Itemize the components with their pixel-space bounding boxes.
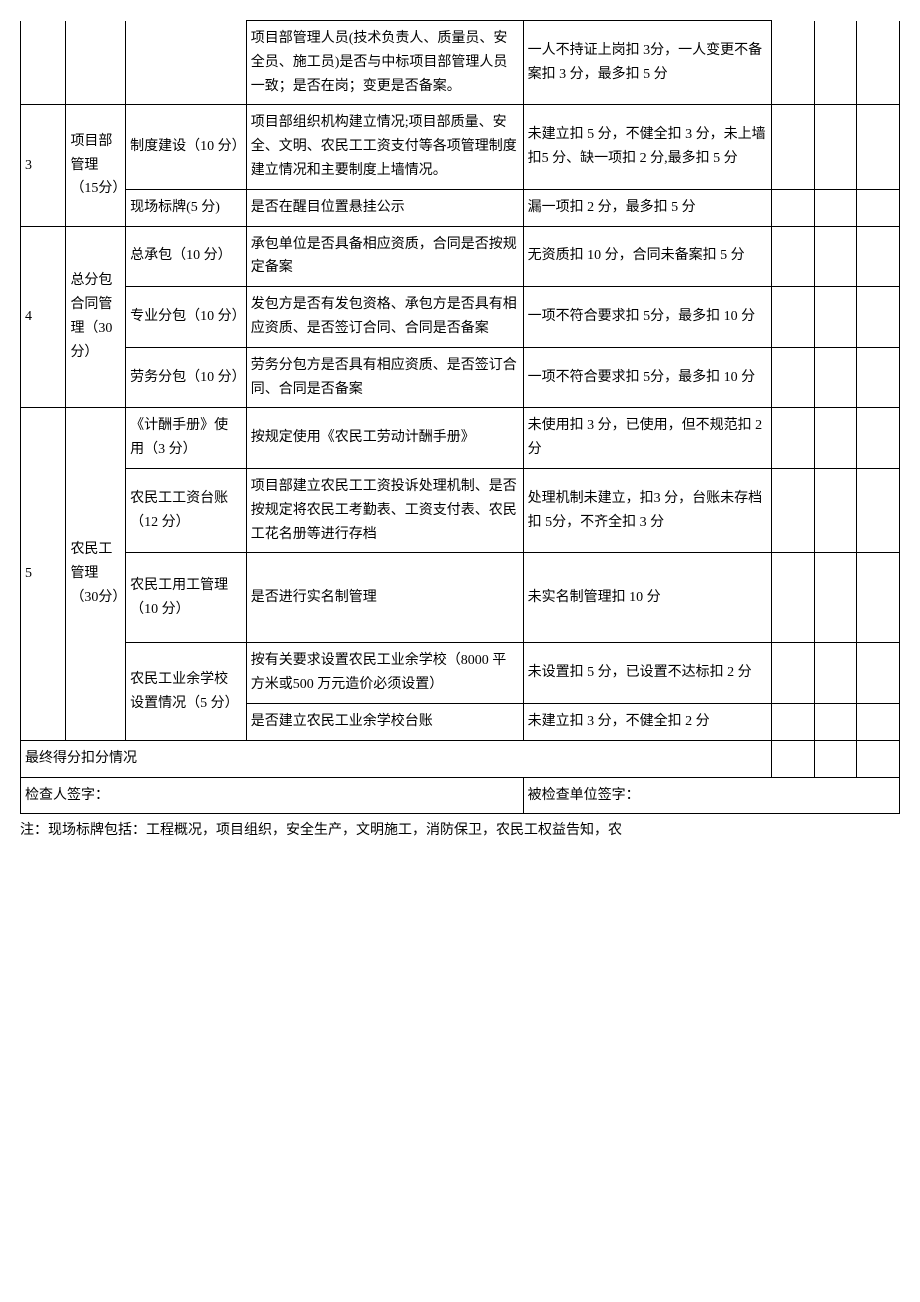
cell-blank bbox=[814, 553, 857, 643]
cell-content: 按有关要求设置农民工业余学校（8000 平方米或500 万元造价必须设置） bbox=[246, 643, 523, 704]
cell-scoring: 无资质扣 10 分，合同未备案扣 5 分 bbox=[523, 226, 772, 287]
cell-blank bbox=[772, 703, 815, 740]
cell-blank bbox=[857, 740, 900, 777]
cell-blank bbox=[814, 703, 857, 740]
cell-blank bbox=[857, 468, 900, 552]
cell-content: 是否在醒目位置悬挂公示 bbox=[246, 189, 523, 226]
cell-blank bbox=[814, 347, 857, 408]
cell-cat: 总分包合同管理（30分） bbox=[66, 226, 126, 408]
cell-blank bbox=[772, 740, 815, 777]
cell-blank bbox=[814, 189, 857, 226]
cell-blank bbox=[772, 189, 815, 226]
table-row: 农民工用工管理（10 分） 是否进行实名制管理 未实名制管理扣 10 分 bbox=[21, 553, 900, 643]
cell-blank bbox=[772, 553, 815, 643]
cell-blank bbox=[772, 643, 815, 704]
cell-scoring: 未实名制管理扣 10 分 bbox=[523, 553, 772, 643]
cell-scoring: 一项不符合要求扣 5分，最多扣 10 分 bbox=[523, 287, 772, 348]
cell-blank bbox=[772, 347, 815, 408]
cell-content: 承包单位是否具备相应资质，合同是否按规定备案 bbox=[246, 226, 523, 287]
cell-item: 制度建设（10 分） bbox=[126, 105, 247, 189]
cell-cat: 项目部管理（15分） bbox=[66, 105, 126, 226]
footer-note: 注：现场标牌包括：工程概况，项目组织，安全生产，文明施工，消防保卫，农民工权益告… bbox=[20, 820, 900, 842]
cell-blank bbox=[857, 408, 900, 469]
cell-blank bbox=[814, 226, 857, 287]
cell-blank bbox=[857, 347, 900, 408]
cell-item: 劳务分包（10 分） bbox=[126, 347, 247, 408]
cell-blank bbox=[814, 287, 857, 348]
cell-content: 发包方是否有发包资格、承包方是否具有相应资质、是否签订合同、合同是否备案 bbox=[246, 287, 523, 348]
cell-item: 总承包（10 分） bbox=[126, 226, 247, 287]
cell-num: 3 bbox=[21, 105, 66, 226]
cell-content: 劳务分包方是否具有相应资质、是否签订合同、合同是否备案 bbox=[246, 347, 523, 408]
cell-content: 项目部管理人员(技术负责人、质量员、安全员、施工员)是否与中标项目部管理人员一致… bbox=[246, 21, 523, 105]
final-score-row: 最终得分扣分情况 bbox=[21, 740, 900, 777]
cell-item: 农民工工资台账（12 分） bbox=[126, 468, 247, 552]
cell-blank bbox=[772, 408, 815, 469]
cell-cat bbox=[66, 21, 126, 105]
cell-item: 现场标牌(5 分) bbox=[126, 189, 247, 226]
signature-row: 检查人签字： 被检查单位签字： bbox=[21, 777, 900, 814]
cell-scoring: 未建立扣 3 分，不健全扣 2 分 bbox=[523, 703, 772, 740]
cell-scoring: 漏一项扣 2 分，最多扣 5 分 bbox=[523, 189, 772, 226]
table-row: 劳务分包（10 分） 劳务分包方是否具有相应资质、是否签订合同、合同是否备案 一… bbox=[21, 347, 900, 408]
cell-cat: 农民工管理（30分） bbox=[66, 408, 126, 740]
cell-content: 项目部组织机构建立情况;项目部质量、安全、文明、农民工工资支付等各项管理制度建立… bbox=[246, 105, 523, 189]
cell-blank bbox=[857, 226, 900, 287]
cell-blank bbox=[857, 287, 900, 348]
cell-item bbox=[126, 21, 247, 105]
table-row: 专业分包（10 分） 发包方是否有发包资格、承包方是否具有相应资质、是否签订合同… bbox=[21, 287, 900, 348]
table-row: 4 总分包合同管理（30分） 总承包（10 分） 承包单位是否具备相应资质，合同… bbox=[21, 226, 900, 287]
cell-content: 按规定使用《农民工劳动计酬手册》 bbox=[246, 408, 523, 469]
cell-blank bbox=[814, 643, 857, 704]
cell-blank bbox=[772, 105, 815, 189]
cell-num: 5 bbox=[21, 408, 66, 740]
inspection-table: 项目部管理人员(技术负责人、质量员、安全员、施工员)是否与中标项目部管理人员一致… bbox=[20, 20, 900, 814]
cell-blank bbox=[857, 21, 900, 105]
table-row: 农民工工资台账（12 分） 项目部建立农民工工资投诉处理机制、是否按规定将农民工… bbox=[21, 468, 900, 552]
cell-blank bbox=[772, 468, 815, 552]
cell-scoring: 未建立扣 5 分，不健全扣 3 分，未上墙扣5 分、缺一项扣 2 分,最多扣 5… bbox=[523, 105, 772, 189]
cell-num: 4 bbox=[21, 226, 66, 408]
cell-scoring: 一人不持证上岗扣 3分，一人变更不备案扣 3 分，最多扣 5 分 bbox=[523, 21, 772, 105]
cell-blank bbox=[857, 643, 900, 704]
cell-blank bbox=[857, 553, 900, 643]
cell-content: 是否建立农民工业余学校台账 bbox=[246, 703, 523, 740]
cell-blank bbox=[857, 189, 900, 226]
cell-content: 项目部建立农民工工资投诉处理机制、是否按规定将农民工考勤表、工资支付表、农民工花… bbox=[246, 468, 523, 552]
cell-content: 是否进行实名制管理 bbox=[246, 553, 523, 643]
table-row: 3 项目部管理（15分） 制度建设（10 分） 项目部组织机构建立情况;项目部质… bbox=[21, 105, 900, 189]
cell-num bbox=[21, 21, 66, 105]
table-row: 现场标牌(5 分) 是否在醒目位置悬挂公示 漏一项扣 2 分，最多扣 5 分 bbox=[21, 189, 900, 226]
cell-blank bbox=[814, 408, 857, 469]
cell-scoring: 未设置扣 5 分，已设置不达标扣 2 分 bbox=[523, 643, 772, 704]
cell-blank bbox=[814, 21, 857, 105]
cell-item: 《计酬手册》使用（3 分） bbox=[126, 408, 247, 469]
table-row: 5 农民工管理（30分） 《计酬手册》使用（3 分） 按规定使用《农民工劳动计酬… bbox=[21, 408, 900, 469]
cell-blank bbox=[814, 105, 857, 189]
cell-blank bbox=[772, 21, 815, 105]
inspector-signature: 检查人签字： bbox=[21, 777, 524, 814]
cell-blank bbox=[857, 703, 900, 740]
table-row: 项目部管理人员(技术负责人、质量员、安全员、施工员)是否与中标项目部管理人员一致… bbox=[21, 21, 900, 105]
cell-item: 专业分包（10 分） bbox=[126, 287, 247, 348]
final-score-label: 最终得分扣分情况 bbox=[21, 740, 772, 777]
cell-item: 农民工用工管理（10 分） bbox=[126, 553, 247, 643]
cell-blank bbox=[772, 226, 815, 287]
cell-scoring: 处理机制未建立，扣3 分，台账未存档扣 5分，不齐全扣 3 分 bbox=[523, 468, 772, 552]
cell-scoring: 未使用扣 3 分，已使用，但不规范扣 2 分 bbox=[523, 408, 772, 469]
table-row: 农民工业余学校设置情况（5 分） 按有关要求设置农民工业余学校（8000 平方米… bbox=[21, 643, 900, 704]
cell-blank bbox=[772, 287, 815, 348]
cell-blank bbox=[814, 468, 857, 552]
cell-scoring: 一项不符合要求扣 5分，最多扣 10 分 bbox=[523, 347, 772, 408]
cell-blank bbox=[814, 740, 857, 777]
inspected-signature: 被检查单位签字： bbox=[523, 777, 899, 814]
cell-blank bbox=[857, 105, 900, 189]
cell-item: 农民工业余学校设置情况（5 分） bbox=[126, 643, 247, 740]
